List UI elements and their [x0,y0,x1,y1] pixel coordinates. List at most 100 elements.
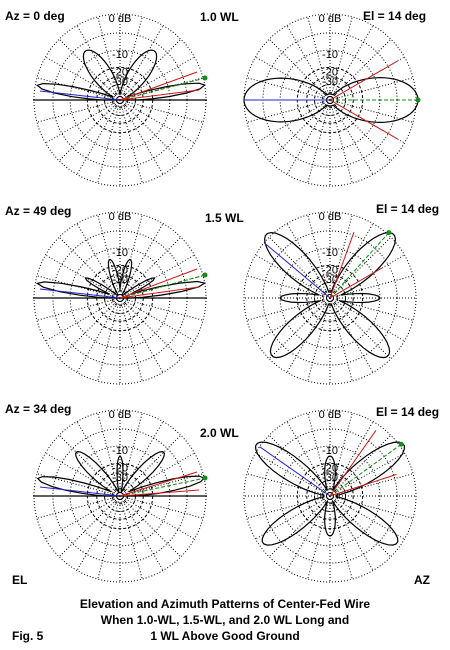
grid-spoke [307,297,331,382]
grid-spoke [45,297,121,342]
grid-spoke [329,297,405,342]
grid-spoke [119,99,204,123]
grid-spoke [286,99,331,175]
peak-marker [386,230,392,236]
grid-spoke [119,254,195,299]
grid-spoke [246,99,331,123]
grid-ring-outer-0 [243,211,417,385]
ring-label: 0 dB [109,211,132,223]
grid-spoke [246,275,331,299]
grid-spoke [97,495,121,580]
grid-spoke [119,495,195,540]
grid-spoke [268,297,331,360]
ring-label: -10 [322,247,338,259]
grid-spoke [119,236,182,299]
grid-spoke [119,16,143,101]
grid-spoke [268,38,331,101]
caption-line-3: 1 WL Above Good Ground [150,629,299,643]
red-ray-lower [329,473,397,497]
figure-number: Fig. 5 [12,629,44,643]
grid-spoke [329,297,414,321]
grid-spoke [45,452,121,497]
grid-spoke [119,473,204,497]
grid-ring-outer-1 [262,428,398,564]
red-ray-lower [119,489,200,497]
grid-spoke [97,16,121,101]
grid-spoke [255,56,331,101]
grid-spoke [329,223,374,299]
grid-spoke [58,38,121,101]
grid-spoke [119,297,143,382]
row2-elevation-label: El = 14 deg [376,202,439,216]
grid-spoke [76,495,121,571]
red-ray-upper [329,430,377,497]
grid-spoke [329,214,353,299]
grid-spoke [329,495,353,580]
grid-spoke [119,495,143,580]
grid-spoke [329,99,414,123]
grid-spoke [307,214,331,299]
red-ray-lower [119,286,200,299]
red-ray-lower [329,99,398,140]
ring-label: -20 [112,264,128,276]
grid-spoke [76,25,121,101]
grid-spoke [76,421,121,497]
elevation-plot-1-5wl: 0 dB -10 -20-30 [33,211,208,385]
red-ray-lower [119,89,200,101]
red-ray-upper [119,71,198,101]
grid-spoke [58,297,121,360]
grid-spoke [119,25,164,101]
grid-spoke [119,99,164,175]
grid-spoke [119,99,195,144]
grid-spoke [119,421,164,497]
caption-line-1: Elevation and Azimuth Patterns of Center… [80,597,370,611]
grid-spoke [119,38,182,101]
grid-ring-inner-3 [321,289,339,307]
grid-spoke [45,495,121,540]
row2-length-label: 1.5 WL [205,211,244,225]
ring-label: -10 [112,247,128,259]
elevation-pattern [36,450,206,497]
grid-spoke [329,275,414,299]
ring-label: -20 [112,462,128,474]
grid-spoke [255,99,331,144]
grid-spoke [119,214,143,299]
grid-spoke [119,99,182,162]
ring-label: 0 dB [319,211,342,223]
row3-length-label: 2.0 WL [200,426,239,440]
azimuth-plot-2-0wl: 0 dB -10 -20-30 [243,409,417,583]
grid-spoke [268,99,331,162]
grid-spoke [97,99,121,184]
grid-ring-outer-2 [279,445,381,547]
grid-spoke [36,297,121,321]
grid-spoke [246,297,331,321]
grid-spoke [307,16,331,101]
green-ray [329,232,390,299]
ring-label: -30 [322,274,338,286]
ring-label: -10 [322,445,338,457]
grid-spoke [58,495,121,558]
grid-spoke [119,297,204,321]
az-label: AZ [414,573,430,587]
grid-ring-inner-3 [321,487,339,505]
ring-label: -30 [112,472,128,484]
azimuth-plot-1-5wl: 0 dB -10 -20-30 [243,211,417,385]
elevation-plot-2-0wl: 0 dB -10 -20-30 [33,409,208,583]
ring-label: -20 [322,264,338,276]
grid-spoke [329,38,392,101]
grid-spoke [329,421,374,497]
grid-spoke [76,223,121,299]
ring-label: 0 dB [109,409,132,421]
grid-spoke [307,99,331,184]
grid-spoke [119,297,195,342]
grid-spoke [58,434,121,497]
row3-azimuth-label: Az = 34 deg [5,402,71,416]
grid-spoke [119,495,164,571]
ring-label: -10 [322,49,338,61]
peak-marker [202,75,208,81]
grid-spoke [36,495,121,519]
grid-spoke [329,297,353,382]
ring-label: 0 dB [319,409,342,421]
grid-ring-outer-1 [262,230,398,366]
grid-spoke [36,473,121,497]
